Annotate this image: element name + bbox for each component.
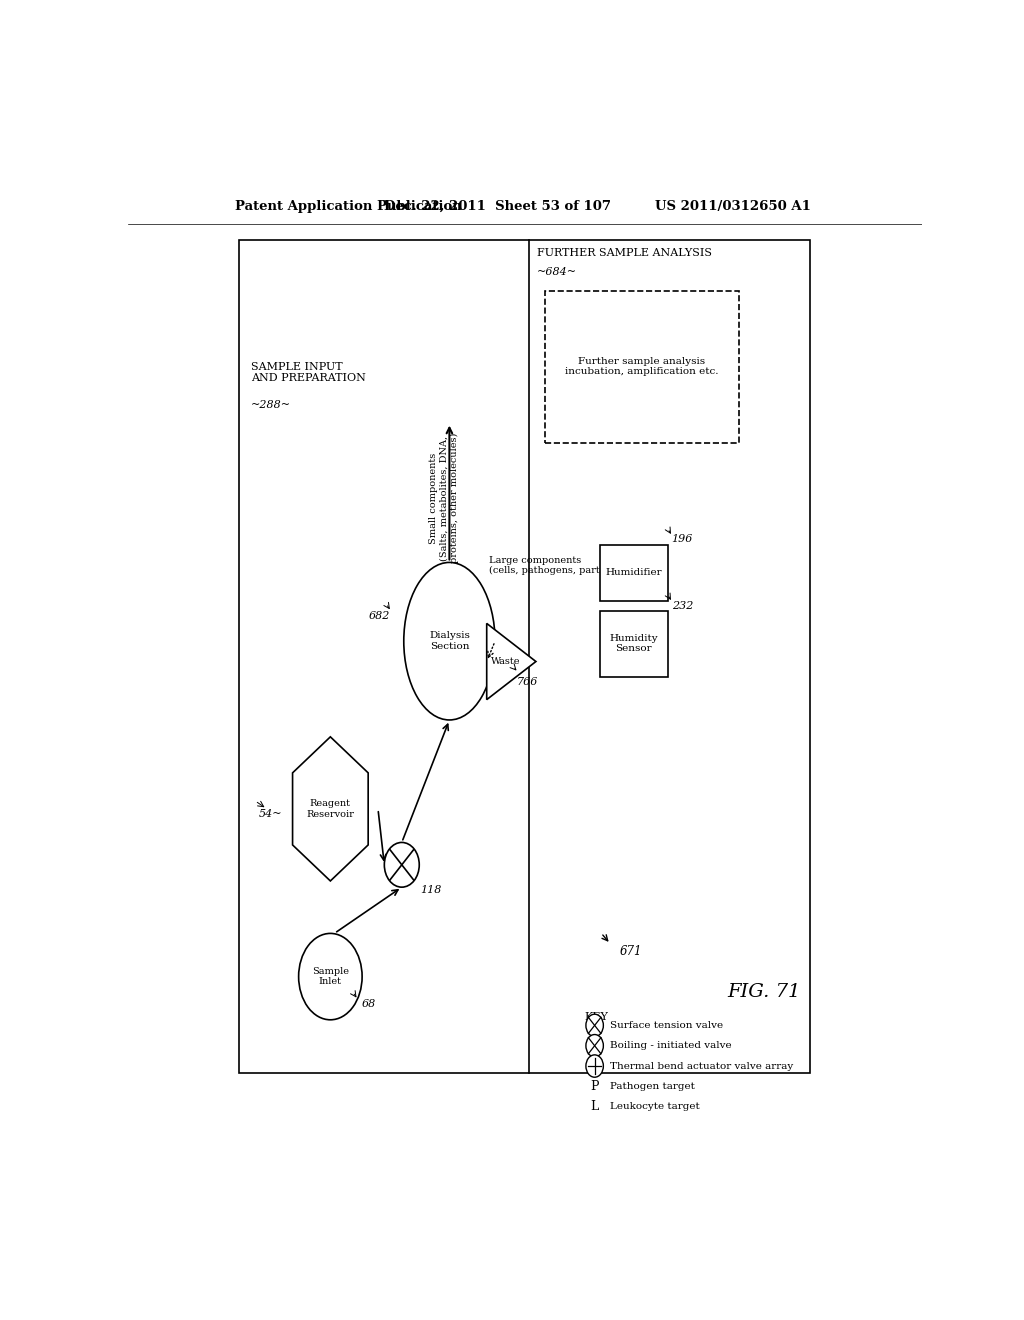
Text: SAMPLE INPUT
AND PREPARATION: SAMPLE INPUT AND PREPARATION bbox=[251, 362, 366, 383]
Text: 671: 671 bbox=[620, 945, 642, 958]
Text: Large components
(cells, pathogens, particles): Large components (cells, pathogens, part… bbox=[489, 556, 627, 576]
Text: Humidity
Sensor: Humidity Sensor bbox=[609, 634, 658, 653]
Text: Boiling - initiated valve: Boiling - initiated valve bbox=[609, 1041, 731, 1051]
Text: Thermal bend actuator valve array: Thermal bend actuator valve array bbox=[609, 1061, 793, 1071]
Bar bbox=[600, 545, 668, 601]
Text: Waste: Waste bbox=[490, 657, 520, 667]
Text: Small components
(Salts, metabolites, DNA,
proteins, other molecules): Small components (Salts, metabolites, DN… bbox=[429, 433, 459, 564]
Text: 682: 682 bbox=[369, 611, 390, 620]
Ellipse shape bbox=[403, 562, 495, 719]
Text: Reagent
Reservoir: Reagent Reservoir bbox=[306, 799, 354, 818]
Circle shape bbox=[586, 1055, 603, 1077]
Text: Patent Application Publication: Patent Application Publication bbox=[236, 199, 462, 213]
Text: ~288~: ~288~ bbox=[251, 400, 291, 411]
Text: 118: 118 bbox=[420, 886, 441, 895]
Text: Surface tension valve: Surface tension valve bbox=[609, 1020, 723, 1030]
Text: 766: 766 bbox=[517, 677, 539, 686]
Bar bbox=[545, 290, 739, 444]
Text: L: L bbox=[591, 1100, 599, 1113]
Polygon shape bbox=[486, 623, 536, 700]
Circle shape bbox=[384, 842, 419, 887]
Ellipse shape bbox=[299, 933, 362, 1020]
Text: Sample
Inlet: Sample Inlet bbox=[312, 968, 349, 986]
Bar bbox=[600, 611, 668, 677]
Text: FIG. 71: FIG. 71 bbox=[727, 983, 801, 1001]
Text: Leukocyte target: Leukocyte target bbox=[609, 1102, 699, 1111]
Text: KEY: KEY bbox=[585, 1012, 608, 1022]
Text: 196: 196 bbox=[672, 535, 693, 544]
Text: 232: 232 bbox=[672, 601, 693, 611]
Text: Dialysis
Section: Dialysis Section bbox=[429, 631, 470, 651]
Text: Further sample analysis
incubation, amplification etc.: Further sample analysis incubation, ampl… bbox=[565, 358, 719, 376]
Text: Dec. 22, 2011  Sheet 53 of 107: Dec. 22, 2011 Sheet 53 of 107 bbox=[384, 199, 610, 213]
Text: Humidifier: Humidifier bbox=[605, 568, 663, 577]
Text: Pathogen target: Pathogen target bbox=[609, 1082, 694, 1090]
Text: 54~: 54~ bbox=[259, 809, 283, 818]
Bar bbox=[240, 240, 811, 1073]
Text: FURTHER SAMPLE ANALYSIS: FURTHER SAMPLE ANALYSIS bbox=[537, 248, 712, 257]
Text: 68: 68 bbox=[362, 999, 377, 1008]
Circle shape bbox=[586, 1014, 603, 1036]
Polygon shape bbox=[293, 737, 369, 880]
Text: P: P bbox=[591, 1080, 599, 1093]
Text: US 2011/0312650 A1: US 2011/0312650 A1 bbox=[654, 199, 811, 213]
Circle shape bbox=[586, 1035, 603, 1057]
Text: ~684~: ~684~ bbox=[537, 267, 577, 277]
